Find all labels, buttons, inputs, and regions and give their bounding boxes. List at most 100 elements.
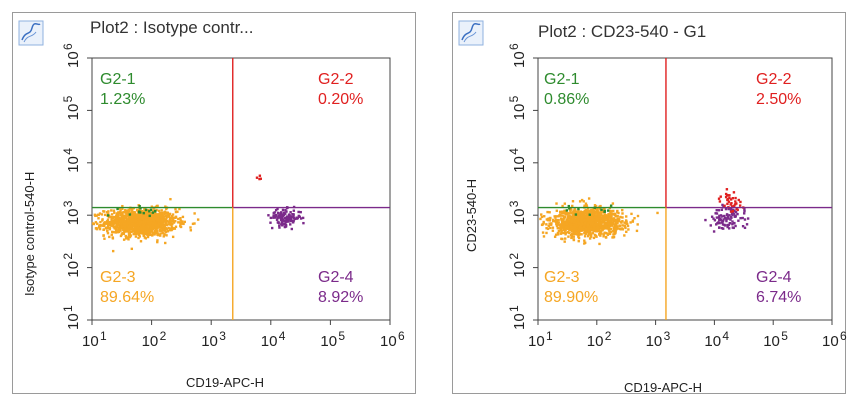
event-dot [142, 232, 145, 236]
event-dot [163, 224, 167, 227]
event-dot [193, 222, 196, 225]
event-dot [156, 226, 160, 229]
event-dot [609, 227, 613, 231]
event-dot [570, 230, 573, 233]
event-dot [289, 216, 293, 219]
event-dot [182, 222, 185, 226]
quadrant-percent: 2.50% [756, 91, 802, 108]
event-dot [161, 226, 164, 230]
event-dot [258, 177, 261, 181]
event-dot [94, 221, 98, 224]
event-dot [592, 210, 596, 213]
event-dot [301, 216, 305, 220]
y-tick-exponent: 3 [61, 200, 75, 207]
event-dot [734, 224, 737, 228]
event-dot [133, 232, 137, 236]
event-dot [731, 208, 735, 212]
event-dot [577, 220, 580, 223]
event-dot [169, 197, 172, 201]
event-dot [724, 195, 728, 199]
event-dot [110, 223, 114, 226]
event-dot [577, 239, 580, 243]
event-dot [106, 229, 109, 233]
event-dot [606, 216, 610, 220]
event-dot [144, 237, 148, 240]
event-dot [142, 223, 146, 226]
x-tick-exponent: 6 [840, 329, 847, 343]
event-dot [614, 230, 617, 233]
y-tick-exponent: 5 [507, 95, 521, 102]
event-dot [174, 208, 177, 211]
event-dot [180, 222, 184, 225]
event-dot [143, 230, 146, 234]
event-dot [273, 216, 277, 219]
event-dot [160, 209, 163, 212]
event-dot [108, 235, 111, 239]
event-dot [743, 218, 747, 221]
event-dot [146, 230, 149, 234]
event-dot [126, 218, 129, 221]
event-dot [616, 214, 619, 218]
event-dot [621, 216, 624, 219]
event-dot [100, 213, 104, 216]
event-dot [593, 204, 597, 207]
event-dot [106, 214, 110, 217]
event-dot [155, 230, 159, 233]
event-dot [171, 213, 175, 216]
event-dot [599, 212, 603, 215]
event-dot [135, 213, 139, 217]
event-dot [168, 213, 171, 216]
event-dot [99, 220, 102, 224]
event-dot [189, 226, 192, 229]
event-dot [548, 219, 551, 222]
event-dot [173, 227, 177, 230]
event-dot [567, 216, 570, 219]
event-dot [131, 223, 134, 226]
event-dot [130, 209, 134, 212]
event-dot [567, 204, 571, 208]
event-dot [624, 226, 627, 230]
event-dot [578, 224, 581, 227]
event-dot [117, 211, 120, 215]
event-dot [557, 218, 560, 222]
event-dot [616, 217, 619, 221]
event-dot [704, 218, 707, 222]
event-dot [144, 208, 148, 212]
event-dot [284, 216, 287, 219]
event-dot [567, 226, 570, 230]
event-dot [110, 209, 113, 212]
event-dot [583, 239, 586, 242]
event-dot [610, 210, 613, 213]
y-tick-label-group: 106 [61, 43, 82, 68]
y-tick-label-group: 102 [61, 253, 82, 278]
event-dot [559, 232, 563, 235]
event-dot [119, 213, 122, 217]
event-dot [102, 228, 105, 232]
event-dot [151, 232, 154, 235]
event-dot [579, 210, 583, 214]
event-dot [125, 224, 129, 227]
event-dot [156, 233, 159, 236]
event-dot [569, 233, 573, 237]
event-dot [161, 214, 165, 217]
event-dot [146, 235, 150, 239]
event-dot [737, 219, 740, 222]
event-dot [122, 222, 125, 226]
event-dot [587, 219, 590, 222]
event-dot [272, 216, 275, 219]
event-dot [128, 235, 132, 239]
event-dot [615, 226, 618, 229]
event-dots [539, 188, 750, 246]
event-dot [611, 202, 615, 205]
event-dot [630, 212, 633, 216]
x-tick-exponent: 2 [160, 329, 167, 343]
event-dot [177, 217, 180, 221]
event-dot [144, 210, 147, 214]
event-dot [280, 213, 283, 216]
event-dot [123, 230, 126, 233]
event-dot [127, 232, 131, 235]
event-dot [595, 217, 599, 221]
event-dot [577, 213, 581, 217]
event-dot [606, 233, 610, 236]
